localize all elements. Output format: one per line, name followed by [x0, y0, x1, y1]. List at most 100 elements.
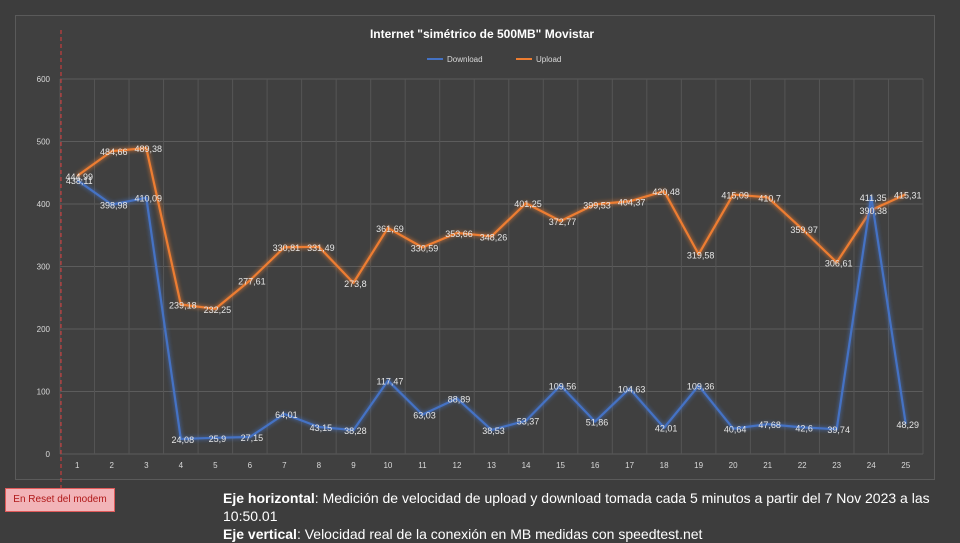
data-label-download: 64,01 [275, 410, 298, 420]
data-label-upload: 410,7 [758, 193, 781, 203]
legend-label-upload: Upload [536, 55, 561, 64]
x-tick-label: 4 [179, 461, 184, 470]
x-tick-label: 13 [487, 461, 496, 470]
data-label-upload: 372,77 [549, 217, 577, 227]
data-label-upload: 444,99 [65, 172, 93, 182]
chart-title: Internet "simétrico de 500MB" Movistar [370, 27, 594, 41]
legend: Download Upload [427, 55, 561, 64]
x-tick-label: 9 [351, 461, 356, 470]
data-label-download: 411,35 [860, 193, 887, 203]
data-label-upload: 399,53 [583, 200, 611, 210]
data-label-upload: 353,66 [445, 229, 473, 239]
data-label-download: 53,37 [517, 417, 540, 427]
data-label-download: 104,63 [618, 385, 646, 395]
data-label-download: 27,15 [241, 433, 264, 443]
vertical-axis-text: : Velocidad real de la conexión en MB me… [296, 526, 703, 542]
data-label-upload: 330,59 [411, 243, 439, 253]
y-tick-label: 300 [37, 263, 51, 272]
x-tick-label: 7 [282, 461, 287, 470]
data-label-download: 47,68 [758, 420, 781, 430]
data-label-download: 410,09 [135, 194, 163, 204]
x-tick-label: 2 [110, 461, 115, 470]
data-label-download: 38,53 [482, 426, 505, 436]
data-label-upload: 273,8 [344, 279, 367, 289]
data-label-upload: 306,61 [825, 258, 853, 268]
data-label-download: 42,6 [795, 423, 813, 433]
data-label-download: 24,08 [172, 435, 195, 445]
data-label-upload: 390,38 [859, 206, 887, 216]
x-tick-label: 8 [317, 461, 322, 470]
reset-annotation: En Reset del modem [5, 488, 115, 512]
x-tick-label: 22 [798, 461, 807, 470]
x-tick-label: 20 [729, 461, 738, 470]
x-axis-ticks: 1 2 3 4 5 6 7 8 9 10 11 12 13 14 15 16 17 18 19 20 21 22 23 24 2… [75, 461, 911, 470]
x-tick-label: 12 [453, 461, 462, 470]
data-label-upload: 420,48 [652, 187, 680, 197]
data-label-upload: 484,66 [100, 147, 128, 157]
vertical-axis-note: Eje vertical: Velocidad real de la conex… [223, 525, 953, 543]
x-tick-label: 6 [248, 461, 253, 470]
x-tick-label: 25 [901, 461, 910, 470]
data-label-download: 63,03 [413, 411, 436, 421]
horizontal-axis-text: : Medición de velocidad de upload y down… [223, 490, 930, 524]
axis-notes: Eje horizontal: Medición de velocidad de… [223, 489, 953, 543]
data-label-download: 438,11 [66, 176, 93, 186]
x-tick-label: 21 [763, 461, 772, 470]
y-tick-label: 0 [46, 450, 51, 459]
data-label-upload: 239,18 [169, 301, 197, 311]
data-label-upload: 232,25 [204, 305, 232, 315]
x-tick-label: 5 [213, 461, 218, 470]
data-label-download: 117,47 [377, 377, 404, 387]
data-label-upload: 348,26 [480, 232, 508, 242]
data-label-download: 25,9 [209, 434, 227, 444]
data-label-download: 109,36 [687, 382, 715, 392]
series-line-upload [76, 147, 907, 310]
data-label-download: 43,15 [310, 423, 333, 433]
data-label-download: 39,74 [827, 425, 850, 435]
data-label-download: 42,01 [655, 424, 678, 434]
data-label-download: 48,29 [896, 420, 919, 430]
data-label-download: 38,28 [344, 426, 367, 436]
x-tick-label: 24 [867, 461, 876, 470]
y-tick-label: 600 [37, 75, 51, 84]
x-tick-label: 10 [383, 461, 392, 470]
y-tick-label: 100 [37, 388, 51, 397]
data-label-upload: 331,49 [307, 243, 335, 253]
y-tick-label: 500 [37, 138, 51, 147]
data-label-upload: 319,58 [687, 250, 715, 260]
data-label-upload: 415,31 [894, 190, 922, 200]
y-tick-label: 200 [37, 325, 51, 334]
horizontal-axis-note: Eje horizontal: Medición de velocidad de… [223, 489, 953, 525]
x-tick-label: 3 [144, 461, 149, 470]
series-lines [76, 147, 907, 441]
grid-lines [59, 78, 924, 455]
x-tick-label: 1 [75, 461, 80, 470]
data-label-download: 109,56 [549, 382, 577, 392]
x-tick-label: 14 [522, 461, 531, 470]
data-label-upload: 330,81 [273, 243, 301, 253]
data-label-download: 398,98 [100, 201, 128, 211]
x-tick-label: 17 [625, 461, 634, 470]
data-label-upload: 404,37 [618, 197, 646, 207]
x-tick-label: 15 [556, 461, 565, 470]
data-label-upload: 489,38 [135, 144, 163, 154]
data-label-download: 88,89 [448, 394, 471, 404]
series-line-download [76, 179, 907, 441]
data-label-upload: 401,25 [514, 199, 542, 209]
x-tick-label: 11 [418, 461, 427, 470]
x-tick-label: 19 [694, 461, 703, 470]
y-axis-ticks: 0 100 200 300 400 500 600 [37, 75, 51, 459]
data-label-upload: 415,09 [721, 191, 749, 201]
data-label-upload: 277,61 [238, 276, 266, 286]
legend-label-download: Download [447, 55, 483, 64]
x-tick-label: 16 [591, 461, 600, 470]
data-label-upload: 359,97 [790, 225, 818, 235]
x-tick-label: 18 [660, 461, 669, 470]
y-tick-label: 400 [37, 200, 51, 209]
data-label-upload: 361,69 [376, 224, 404, 234]
horizontal-axis-label: Eje horizontal [223, 490, 315, 506]
vertical-axis-label: Eje vertical [223, 526, 297, 542]
data-label-download: 51,86 [586, 418, 609, 428]
data-label-download: 40,64 [724, 425, 747, 435]
